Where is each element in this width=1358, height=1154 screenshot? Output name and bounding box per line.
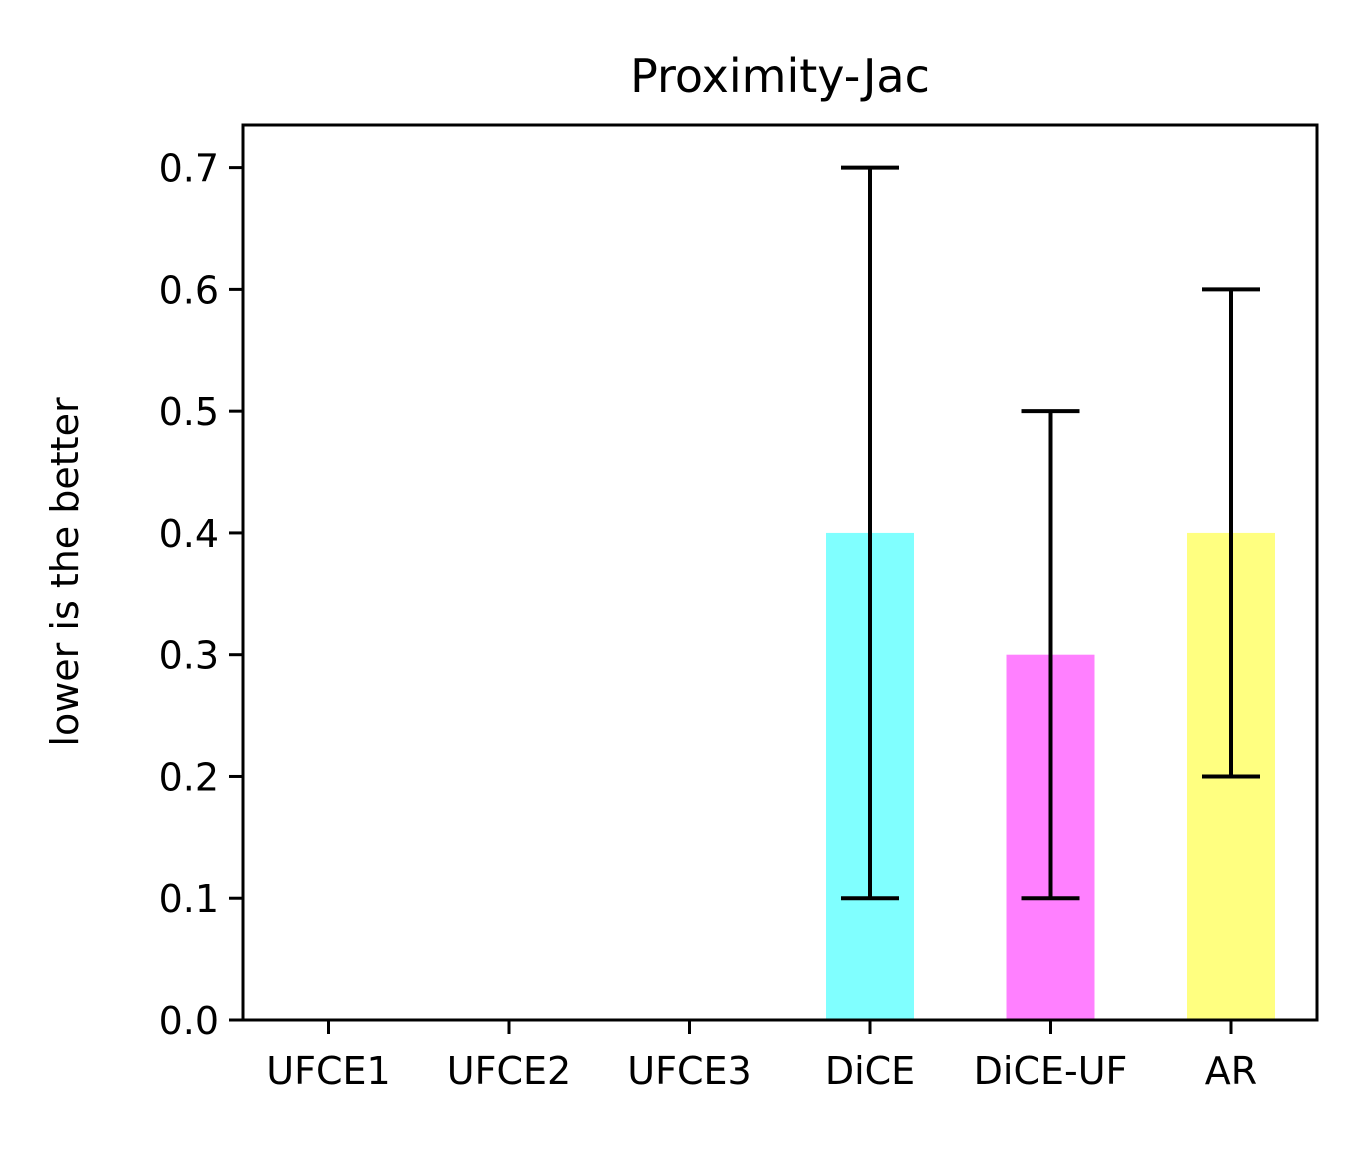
y-tick-label: 0.0 — [159, 999, 219, 1043]
error-bar-dice — [841, 165, 899, 901]
x-tick-label-ar: AR — [1205, 1049, 1257, 1093]
x-tick-label-dice: DiCE — [825, 1049, 915, 1093]
y-axis-label: lower is the better — [43, 397, 87, 747]
x-tick-label-dice-uf: DiCE-UF — [974, 1049, 1128, 1093]
x-tick-label-ufce2: UFCE2 — [447, 1049, 571, 1093]
error-bars-group — [841, 165, 1260, 901]
y-tick-label: 0.7 — [159, 147, 219, 191]
bars-group — [284, 532, 1275, 1020]
y-axis: 0.0 0.1 0.2 0.3 0.4 0.5 0.6 0.7 — [159, 147, 243, 1043]
y-tick-label: 0.5 — [159, 390, 219, 434]
x-tick-label-ufce1: UFCE1 — [266, 1049, 390, 1093]
chart-title: Proximity-Jac — [630, 49, 930, 103]
x-axis: UFCE1 UFCE2 UFCE3 DiCE DiCE-UF AR — [266, 1020, 1257, 1093]
error-bar-dice-uf — [1021, 409, 1080, 901]
plot-frame — [241, 123, 1319, 1022]
y-tick-label: 0.2 — [159, 755, 219, 799]
y-tick-label: 0.6 — [159, 268, 219, 312]
error-bar-ar — [1202, 287, 1260, 779]
y-tick-label: 0.4 — [159, 512, 219, 556]
x-tick-label-ufce3: UFCE3 — [627, 1049, 751, 1093]
y-tick-label: 0.1 — [159, 877, 219, 921]
y-tick-label: 0.3 — [159, 634, 219, 678]
